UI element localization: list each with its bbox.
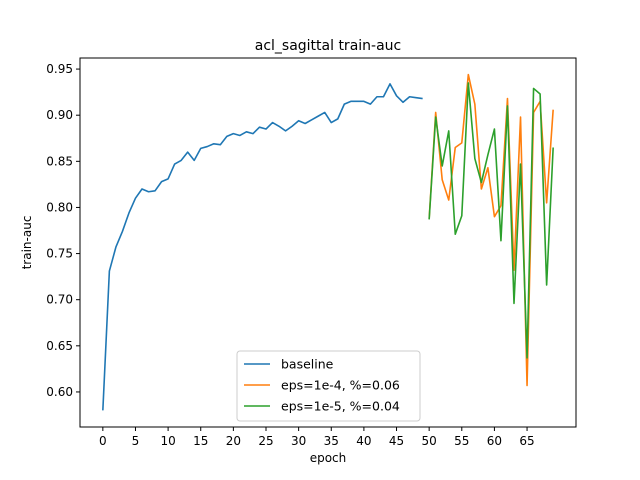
x-tick-label: 10 bbox=[160, 434, 175, 448]
y-axis: 0.60 0.65 0.70 0.75 0.80 0.85 0.90 0.95 bbox=[46, 62, 80, 399]
x-tick-label: 25 bbox=[258, 434, 273, 448]
x-axis-label: epoch bbox=[310, 451, 347, 465]
series-3 bbox=[428, 82, 554, 359]
x-tick-label: 65 bbox=[519, 434, 534, 448]
series-1 bbox=[102, 83, 423, 411]
x-tick-label: 0 bbox=[99, 434, 107, 448]
y-tick-label: 0.70 bbox=[46, 293, 73, 307]
axes-frame bbox=[79, 57, 577, 428]
legend-label: eps=1e-5, %=0.04 bbox=[281, 399, 400, 414]
series-line-3 bbox=[428, 82, 554, 359]
plot-area bbox=[102, 73, 554, 411]
y-tick-label: 0.65 bbox=[46, 339, 73, 353]
legend-box bbox=[236, 350, 421, 422]
y-tick-label: 0.75 bbox=[46, 247, 73, 261]
legend-entry: eps=1e-5, %=0.04 bbox=[244, 399, 400, 414]
series-line-1 bbox=[102, 83, 423, 411]
x-tick-label: 30 bbox=[291, 434, 306, 448]
y-tick-label: 0.90 bbox=[46, 108, 73, 122]
x-tick-label: 15 bbox=[193, 434, 208, 448]
y-tick-label: 0.85 bbox=[46, 154, 73, 168]
x-tick-label: 20 bbox=[226, 434, 241, 448]
legend-entry: eps=1e-4, %=0.06 bbox=[244, 378, 400, 393]
legend-entry: baseline bbox=[244, 357, 334, 372]
x-axis: 0 5 10 15 20 25 30 35 40 45 50 55 60 65 bbox=[99, 427, 535, 448]
y-axis-label: train-auc bbox=[20, 216, 34, 270]
x-tick-label: 35 bbox=[324, 434, 339, 448]
x-tick-label: 5 bbox=[132, 434, 140, 448]
x-tick-label: 40 bbox=[356, 434, 371, 448]
y-tick-label: 0.60 bbox=[46, 385, 73, 399]
x-tick-label: 45 bbox=[389, 434, 404, 448]
x-tick-label: 60 bbox=[487, 434, 502, 448]
y-tick-label: 0.95 bbox=[46, 62, 73, 76]
x-tick-label: 55 bbox=[454, 434, 469, 448]
legend-label: baseline bbox=[281, 357, 334, 372]
y-tick-label: 0.80 bbox=[46, 200, 73, 214]
legend-label: eps=1e-4, %=0.06 bbox=[281, 378, 400, 393]
chart-title: acl_sagittal train-auc bbox=[255, 38, 402, 54]
x-tick-label: 50 bbox=[422, 434, 437, 448]
legend: baseline eps=1e-4, %=0.06 eps=1e-5, %=0.04 bbox=[236, 350, 421, 422]
